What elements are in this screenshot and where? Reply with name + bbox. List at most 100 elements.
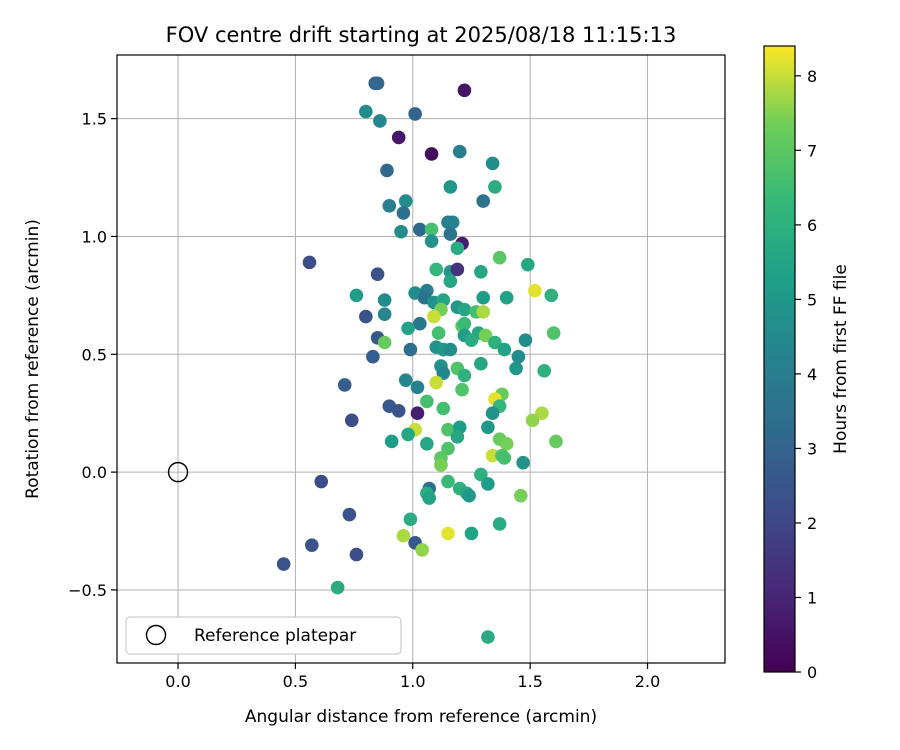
y-tick-label: 0.5 <box>82 345 107 364</box>
data-point <box>485 406 500 421</box>
colorbar-tick-label: 7 <box>807 141 817 160</box>
x-tick-label: 1.5 <box>517 672 542 691</box>
data-point <box>377 293 392 307</box>
data-point <box>403 512 418 527</box>
data-point <box>359 104 373 119</box>
data-point <box>398 194 413 208</box>
data-point <box>436 401 451 416</box>
data-point <box>488 180 502 194</box>
plot-frame <box>116 54 726 664</box>
data-point <box>509 361 523 376</box>
legend-marker-icon <box>145 624 167 646</box>
data-point <box>544 288 559 303</box>
data-point <box>314 474 329 489</box>
colorbar-tick-label: 6 <box>807 216 817 235</box>
data-point <box>464 526 479 541</box>
x-tick-label: 0.0 <box>165 672 190 691</box>
data-point <box>441 526 455 541</box>
data-point <box>443 180 458 194</box>
colorbar-tick-label: 1 <box>807 588 817 607</box>
data-point <box>415 543 429 557</box>
y-tick-label: 1.5 <box>82 110 107 129</box>
data-point <box>377 335 392 350</box>
data-point <box>488 335 502 350</box>
x-axis-ticks: 0.0 0.5 1.0 1.5 2.0 <box>165 663 660 691</box>
y-tick-label: 0.0 <box>82 463 107 482</box>
data-point <box>457 368 472 383</box>
data-point <box>349 288 364 303</box>
legend-label: Reference platepar <box>194 626 356 646</box>
data-point <box>511 349 526 364</box>
data-point <box>305 538 319 552</box>
x-tick-label: 2.0 <box>635 672 660 691</box>
data-point <box>359 309 373 324</box>
data-point <box>521 257 535 272</box>
data-point <box>516 455 530 470</box>
data-point <box>492 517 507 531</box>
colorbar-tick-label: 2 <box>807 514 817 533</box>
chart-title: FOV centre drift starting at 2025/08/18 … <box>166 23 677 47</box>
data-point <box>396 528 411 543</box>
data-point <box>481 420 495 435</box>
data-point <box>478 328 493 343</box>
data-point <box>474 467 488 482</box>
data-point <box>481 630 495 644</box>
data-point <box>373 114 387 128</box>
data-point <box>485 448 500 463</box>
data-point <box>424 234 439 248</box>
data-point <box>518 333 533 347</box>
data-point <box>528 283 542 298</box>
data-point <box>431 326 446 340</box>
data-point <box>302 255 317 270</box>
data-point <box>443 274 458 289</box>
data-point <box>441 422 455 437</box>
data-point <box>366 349 380 364</box>
data-point <box>513 488 528 503</box>
data-point <box>370 76 385 91</box>
reference-marker <box>167 461 189 483</box>
data-point <box>276 557 291 571</box>
data-point <box>497 342 512 357</box>
data-point <box>410 406 425 421</box>
data-point <box>424 222 439 237</box>
data-point <box>410 380 425 395</box>
data-point <box>377 307 392 322</box>
data-point <box>391 130 406 145</box>
data-point <box>441 474 455 489</box>
data-point <box>434 458 448 472</box>
reference-point <box>167 461 189 483</box>
x-axis-label: Angular distance from reference (arcmin) <box>245 707 597 727</box>
data-point <box>476 305 491 319</box>
data-point <box>476 290 491 305</box>
data-point <box>464 333 479 347</box>
y-axis-label: Rotation from reference (arcmin) <box>23 219 43 499</box>
data-point <box>384 434 399 449</box>
data-point <box>429 375 444 390</box>
data-point <box>344 413 359 428</box>
data-point <box>537 363 552 378</box>
data-point <box>408 107 422 121</box>
data-point <box>394 224 408 239</box>
data-point <box>476 194 491 208</box>
data-point <box>443 342 458 357</box>
data-point <box>462 488 476 503</box>
data-point <box>398 373 413 388</box>
data-point <box>413 222 427 237</box>
data-point <box>474 356 488 371</box>
x-tick-label: 1.0 <box>400 672 425 691</box>
data-point <box>525 413 540 428</box>
data-point <box>403 342 418 357</box>
data-point <box>499 437 514 451</box>
colorbar-gradient <box>763 45 796 673</box>
data-point <box>499 290 514 305</box>
data-point <box>450 262 465 277</box>
colorbar: 0 1 2 3 4 5 6 7 8 Hours from first FF file <box>763 45 851 682</box>
colorbar-tick-label: 5 <box>807 290 817 309</box>
data-point <box>380 163 394 178</box>
data-point <box>492 250 507 265</box>
data-points <box>276 76 563 644</box>
data-point <box>436 366 451 380</box>
data-point <box>549 434 563 449</box>
data-point <box>401 427 415 442</box>
data-point <box>424 147 439 161</box>
